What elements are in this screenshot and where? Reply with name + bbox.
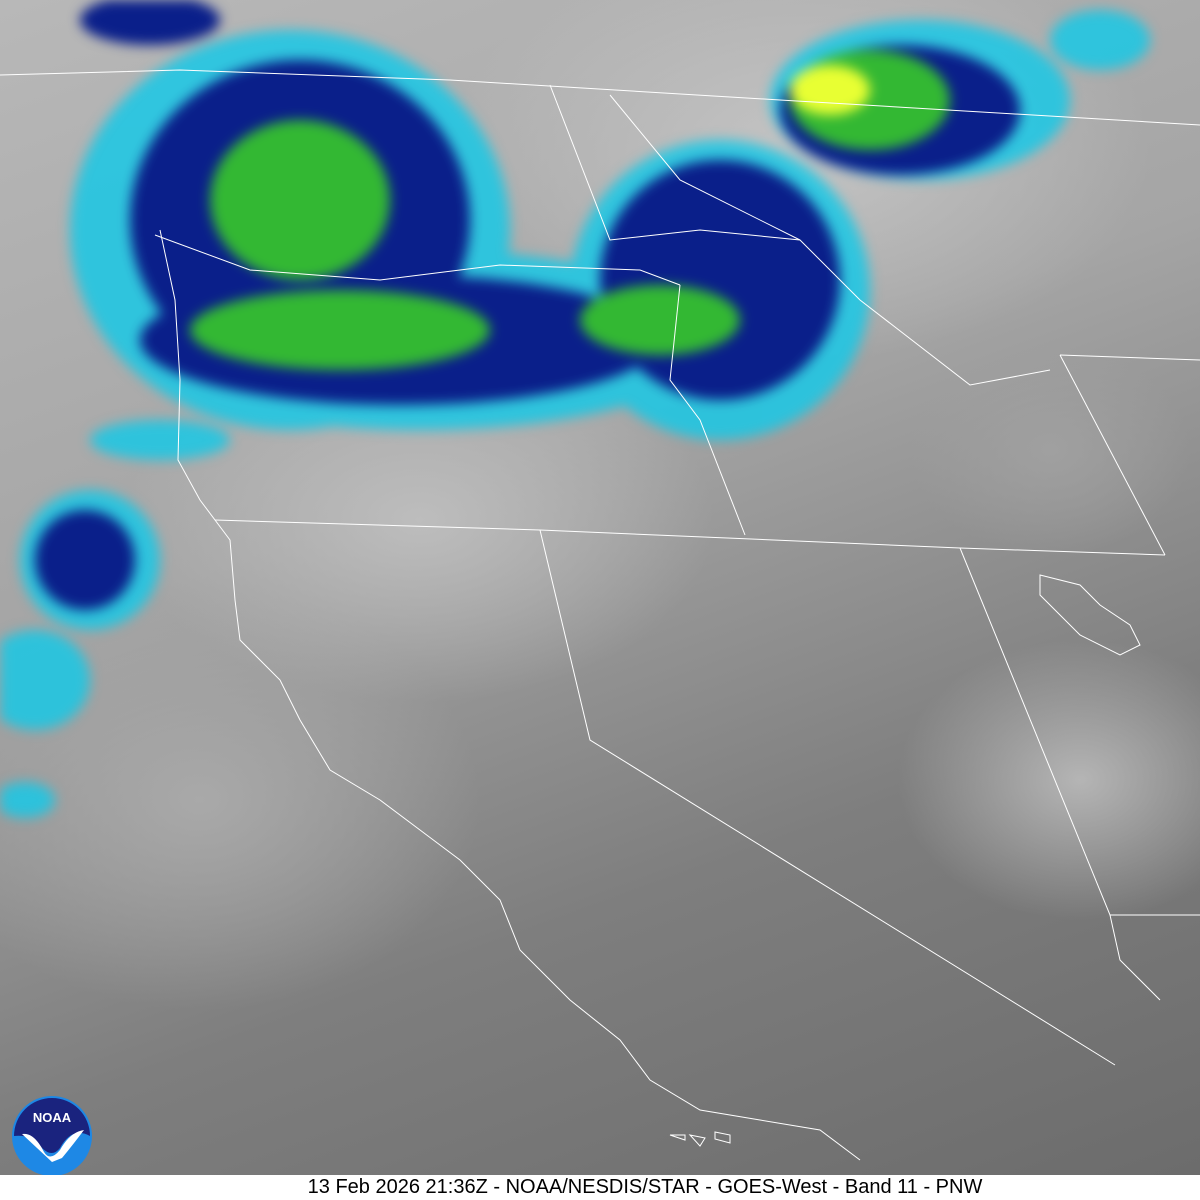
state-border-mt-wy [609, 94, 801, 241]
state-border-or-ca-nv [214, 519, 1166, 556]
state-border-nv-ut [959, 547, 1200, 916]
state-border-ca-nv [539, 529, 1116, 1066]
noaa-logo: NOAA [12, 1096, 92, 1176]
cloud-color-layer [0, 0, 1150, 818]
satellite-image [0, 0, 1200, 1175]
map-borders [0, 0, 1200, 1175]
image-caption: 13 Feb 2026 21:36Z - NOAA/NESDIS/STAR - … [0, 1175, 1200, 1200]
great-salt-lake [1039, 574, 1141, 656]
state-border-ut-wy [1059, 354, 1200, 361]
state-border-wy-id [1059, 354, 1166, 556]
svg-text:NOAA: NOAA [33, 1110, 72, 1125]
state-border-id-or [669, 284, 746, 536]
state-border-us-canada [0, 69, 1200, 126]
coldest-cloud-yellow-area [790, 65, 870, 115]
state-border-wa-or [154, 234, 681, 286]
state-border-id-mt [549, 84, 1051, 386]
state-border-nv-az [1109, 914, 1161, 1001]
coastline [159, 229, 861, 1161]
channel-islands [669, 1131, 731, 1147]
